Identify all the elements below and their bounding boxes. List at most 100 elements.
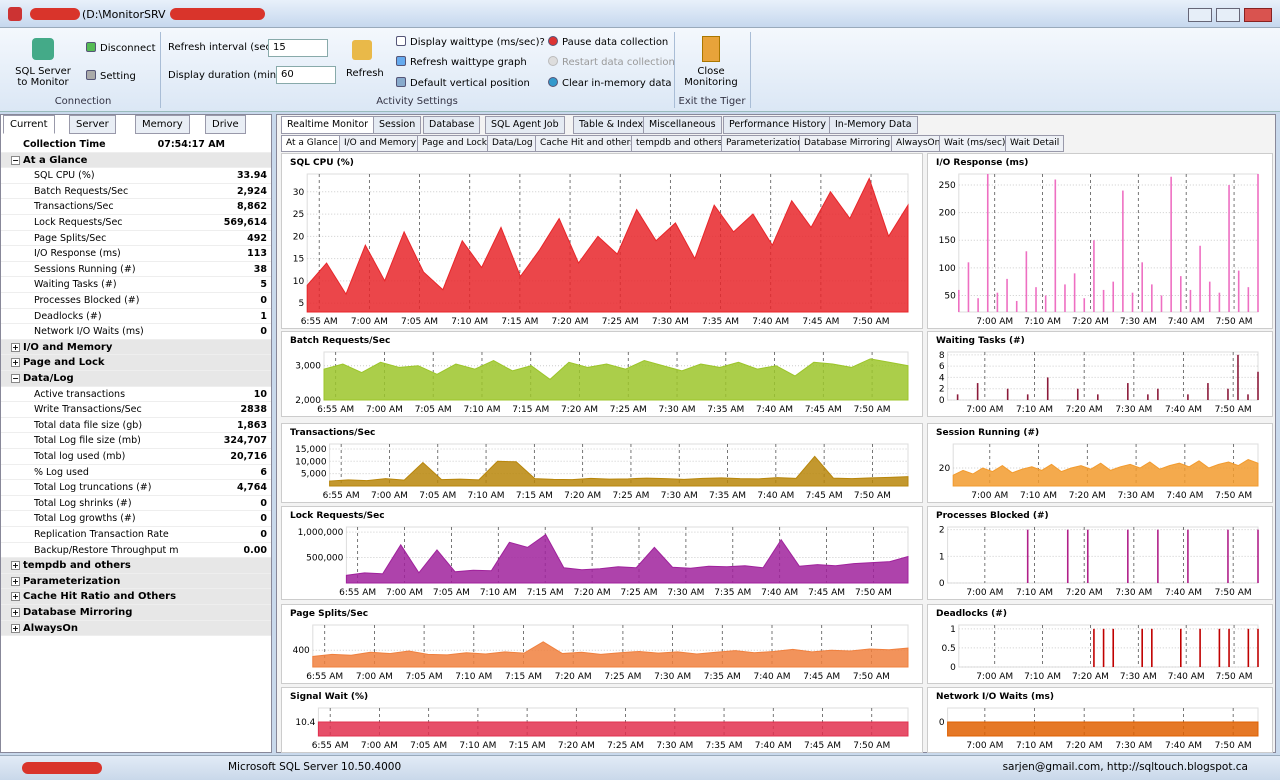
subtab[interactable]: Wait (ms/sec)	[939, 135, 1011, 152]
x-tick-label: 7:15 AM	[509, 741, 546, 751]
x-tick-label: 7:05 AM	[401, 317, 438, 327]
x-tick-label: 6:55 AM	[301, 317, 338, 327]
x-tick-label: 7:10 AM	[1024, 672, 1061, 682]
x-tick-label: 7:10 AM	[1016, 405, 1053, 415]
tree-section[interactable]: + Parameterization	[1, 573, 271, 590]
disconnect-button[interactable]: Disconnect	[86, 42, 156, 54]
tab[interactable]: Miscellaneous	[643, 116, 722, 134]
label: Display duration (min)	[168, 70, 280, 81]
chart-title: Signal Wait (%)	[290, 692, 368, 702]
subtab[interactable]: Database Mirroring	[799, 135, 896, 152]
left-tab[interactable]: Server	[69, 115, 116, 134]
row-name: Write Transactions/Sec	[34, 404, 142, 416]
x-tick-label: 7:10 AM	[459, 741, 496, 751]
x-tick-label: 7:45 AM	[804, 741, 841, 751]
subtab[interactable]: Data/Log	[487, 135, 538, 152]
restart-button[interactable]: Restart data collection	[548, 56, 675, 68]
tree-section[interactable]: + Database Mirroring	[1, 605, 271, 621]
chart-panel: Transactions/Sec 5,000 10,000 15,000 6:55 AM…	[281, 423, 923, 503]
x-tick-label: 7:10 AM	[463, 405, 500, 415]
tab[interactable]: Session	[373, 116, 422, 134]
chart-panel: Deadlocks (#) 0 0.5 1 7:00 AM 7:10 AM 7:20 AM 7…	[927, 604, 1273, 684]
chart-title: I/O Response (ms)	[936, 158, 1028, 168]
subtab[interactable]: tempdb and others	[631, 135, 728, 152]
display-waittype-checkbox[interactable]: Display waittype (ms/sec)?	[396, 36, 545, 48]
expander: +	[11, 576, 20, 586]
x-tick-label: 7:25 AM	[602, 317, 639, 327]
x-tick-label: 7:50 AM	[854, 491, 891, 501]
area	[317, 721, 909, 737]
expander: +	[11, 592, 20, 602]
tree-section[interactable]: + Page and Lock	[1, 355, 271, 371]
row-name: Total log used (mb)	[34, 451, 126, 462]
tab[interactable]: SQL Agent Job	[485, 116, 565, 134]
pause-button[interactable]: Pause data collection	[548, 36, 668, 48]
left-tab[interactable]: Memory	[135, 115, 190, 134]
label: Display waittype (ms/sec)?	[410, 37, 545, 48]
display-duration-input[interactable]: 60	[276, 66, 336, 84]
tree-row: Deadlocks (#) 1	[1, 309, 271, 325]
tree-section[interactable]: + I/O and Memory	[1, 339, 271, 356]
refresh-interval-input[interactable]: 15	[268, 39, 328, 57]
label: Restart data collection	[562, 57, 675, 68]
tab[interactable]: Realtime Monitor	[281, 116, 375, 134]
subtab[interactable]: I/O and Memory	[339, 135, 422, 152]
default-vertical-button[interactable]: Default vertical position	[396, 77, 530, 89]
tree-row: Processes Blocked (#) 0	[1, 293, 271, 309]
x-tick-label: 7:00 AM	[371, 491, 408, 501]
refresh-button[interactable]: Refresh	[346, 68, 384, 79]
chart-title: Deadlocks (#)	[936, 609, 1007, 619]
tree-section[interactable]: + AlwaysOn	[1, 620, 271, 637]
row-name: Waiting Tasks (#)	[34, 279, 117, 291]
door-icon	[702, 36, 720, 62]
tab[interactable]: Performance History	[723, 116, 833, 134]
x-tick-label: 7:20 AM	[561, 405, 598, 415]
setting-button[interactable]: Setting	[86, 70, 136, 82]
tree-row: I/O Response (ms) 113	[1, 246, 271, 262]
tab[interactable]: Table & Index	[573, 116, 650, 134]
tab[interactable]: In-Memory Data	[829, 116, 918, 134]
x-tick-label: 7:15 AM	[512, 405, 549, 415]
y-tick-label: 20	[939, 464, 951, 474]
left-tab[interactable]: Drive	[205, 115, 246, 134]
tree-section[interactable]: − At a Glance	[1, 152, 271, 169]
section-name: tempdb and others	[23, 560, 131, 572]
x-tick-label: 7:50 AM	[1215, 588, 1252, 598]
close-button[interactable]	[1244, 8, 1272, 22]
x-tick-label: 7:20 AM	[1072, 672, 1109, 682]
subtab[interactable]: Cache Hit and others	[535, 135, 640, 152]
maximize-button[interactable]	[1216, 8, 1240, 22]
refresh-icon	[352, 40, 372, 60]
separator	[160, 32, 161, 108]
chart-panel: Processes Blocked (#) 0 1 2 7:00 AM 7:10 AM 7:…	[927, 506, 1273, 600]
label: Default vertical position	[410, 78, 530, 89]
subtab[interactable]: Page and Lock	[417, 135, 492, 152]
row-name: Lock Requests/Sec	[34, 217, 123, 228]
tree-section[interactable]: + tempdb and others	[1, 558, 271, 574]
subtab[interactable]: Wait Detail	[1005, 135, 1065, 152]
refresh-waittype-button[interactable]: Refresh waittype graph	[396, 56, 527, 68]
minimize-button[interactable]	[1188, 8, 1212, 22]
tab[interactable]: Database	[423, 116, 481, 134]
subtab[interactable]: AlwaysOn	[891, 135, 946, 152]
area	[312, 641, 909, 668]
row-name: Total Log growths (#)	[34, 513, 136, 525]
x-tick-label: 7:05 AM	[433, 588, 470, 598]
group-label: Activity Settings	[376, 96, 458, 107]
area	[947, 721, 1259, 737]
subtab[interactable]: At a Glance	[281, 135, 343, 152]
subtab[interactable]: Parameterization	[721, 135, 808, 152]
label: Disconnect	[100, 43, 156, 54]
section-name: Page and Lock	[23, 357, 105, 369]
x-tick-label: 7:15 AM	[505, 672, 542, 682]
tree-section[interactable]: − Data/Log	[1, 371, 271, 387]
x-tick-label: 7:40 AM	[1168, 672, 1205, 682]
sql-server-button[interactable]: SQL Server to Monitor	[15, 66, 71, 88]
close-monitoring-button[interactable]: Close Monitoring	[684, 66, 738, 88]
left-tab[interactable]: Current	[3, 115, 55, 134]
chart-title: Waiting Tasks (#)	[936, 336, 1025, 346]
x-tick-label: 7:05 AM	[406, 672, 443, 682]
tree-section[interactable]: + Cache Hit Ratio and Others	[1, 589, 271, 605]
clear-button[interactable]: Clear in-memory data	[548, 77, 672, 89]
